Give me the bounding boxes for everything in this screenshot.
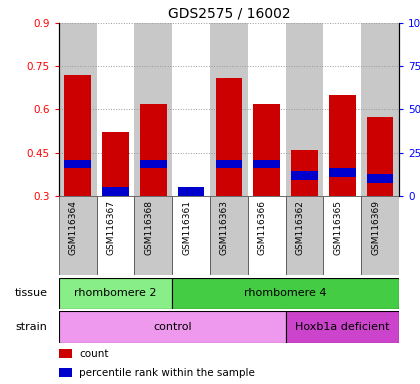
- Bar: [254, 160, 280, 169]
- Bar: [361, 196, 399, 275]
- Bar: [134, 23, 172, 196]
- Bar: [59, 196, 97, 275]
- Title: GDS2575 / 16002: GDS2575 / 16002: [168, 7, 290, 20]
- Bar: [248, 196, 286, 275]
- Bar: [210, 23, 248, 196]
- Bar: [172, 23, 210, 196]
- Text: GSM116366: GSM116366: [258, 200, 267, 255]
- Bar: [102, 132, 129, 196]
- Text: GSM116369: GSM116369: [371, 200, 380, 255]
- Text: count: count: [79, 349, 109, 359]
- Bar: [248, 23, 286, 196]
- Bar: [254, 104, 280, 196]
- Bar: [216, 160, 242, 169]
- Bar: [361, 23, 399, 196]
- Bar: [59, 349, 72, 358]
- Text: tissue: tissue: [14, 288, 47, 298]
- Bar: [97, 196, 134, 275]
- Bar: [329, 169, 355, 177]
- Bar: [323, 196, 361, 275]
- Bar: [172, 196, 210, 275]
- Bar: [210, 196, 248, 275]
- Text: rhombomere 4: rhombomere 4: [244, 288, 327, 298]
- Bar: [59, 278, 172, 309]
- Bar: [286, 311, 399, 343]
- Bar: [216, 78, 242, 196]
- Text: strain: strain: [16, 322, 47, 332]
- Bar: [178, 187, 205, 196]
- Text: GSM116361: GSM116361: [182, 200, 191, 255]
- Text: control: control: [153, 322, 192, 332]
- Bar: [178, 192, 205, 196]
- Text: GSM116365: GSM116365: [333, 200, 342, 255]
- Bar: [59, 368, 72, 377]
- Bar: [329, 95, 355, 196]
- Bar: [286, 196, 323, 275]
- Text: GSM116364: GSM116364: [69, 200, 78, 255]
- Bar: [140, 160, 166, 169]
- Bar: [97, 23, 134, 196]
- Text: GSM116363: GSM116363: [220, 200, 229, 255]
- Bar: [65, 75, 91, 196]
- Bar: [59, 311, 286, 343]
- Bar: [140, 104, 166, 196]
- Text: GSM116367: GSM116367: [107, 200, 116, 255]
- Bar: [134, 196, 172, 275]
- Bar: [286, 23, 323, 196]
- Bar: [291, 171, 318, 180]
- Text: percentile rank within the sample: percentile rank within the sample: [79, 368, 255, 378]
- Bar: [172, 278, 399, 309]
- Text: GSM116368: GSM116368: [144, 200, 153, 255]
- Text: Hoxb1a deficient: Hoxb1a deficient: [295, 322, 390, 332]
- Bar: [367, 117, 393, 196]
- Bar: [367, 174, 393, 183]
- Text: rhombomere 2: rhombomere 2: [74, 288, 157, 298]
- Bar: [59, 23, 97, 196]
- Bar: [65, 160, 91, 169]
- Bar: [102, 187, 129, 196]
- Text: GSM116362: GSM116362: [296, 200, 304, 255]
- Bar: [323, 23, 361, 196]
- Bar: [291, 150, 318, 196]
